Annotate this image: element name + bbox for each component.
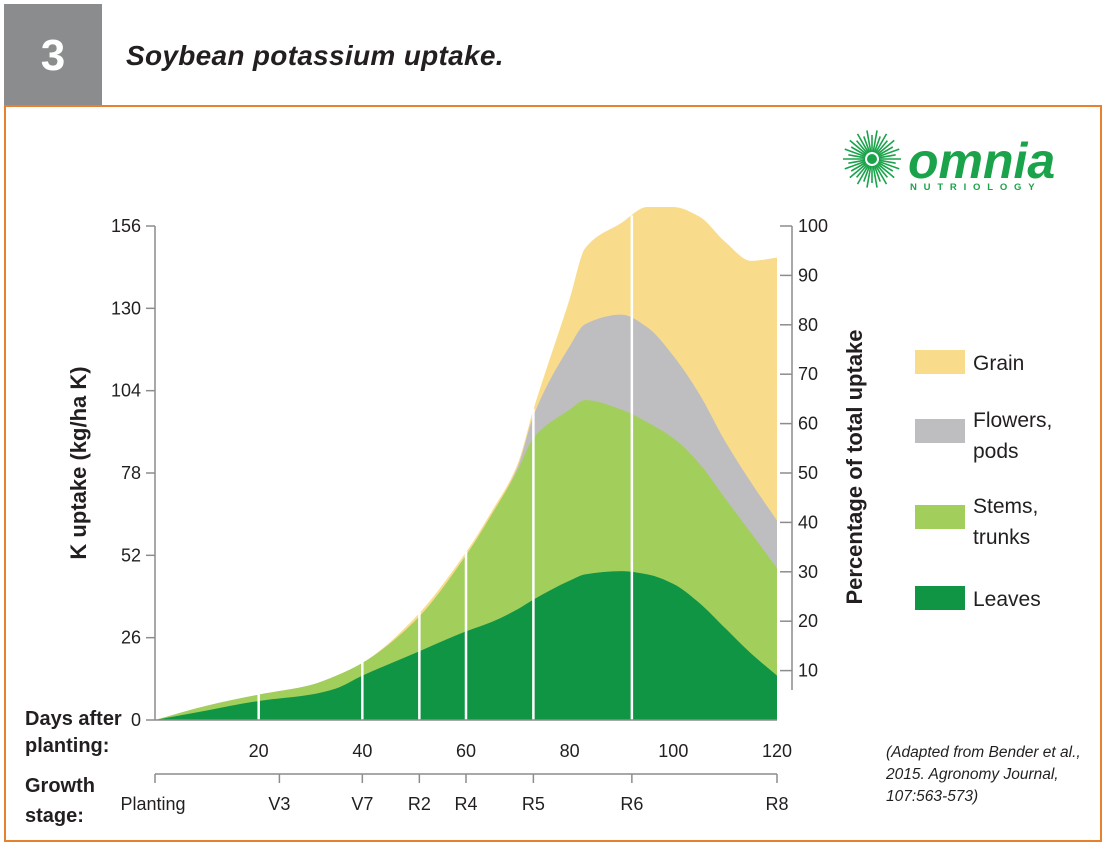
x-tick-label: 80 — [560, 741, 580, 761]
sunburst-ray — [877, 146, 894, 157]
logo-tagline: NUTRIOLOGY — [910, 182, 1041, 193]
y2-tick-label: 80 — [798, 315, 818, 335]
sunburst-ray — [878, 160, 900, 170]
growth-stage-tick-label: Planting — [120, 794, 185, 814]
y-tick-label: 104 — [111, 381, 141, 401]
growth-stage-tick-label: R6 — [620, 794, 643, 814]
sunburst-ray — [848, 159, 866, 164]
x-axis-label-line: planting: — [25, 735, 109, 757]
growth-stage-tick-label: R2 — [408, 794, 431, 814]
omnia-logo: omnia NUTRIOLOGY — [843, 130, 1055, 193]
y2-tick-label: 60 — [798, 414, 818, 434]
logo-wordmark: omnia — [908, 133, 1055, 189]
x-axis-label: Days after planting: — [25, 708, 122, 757]
sunburst-ray — [872, 130, 878, 153]
sunburst-ray — [863, 136, 871, 153]
legend-label: pods — [973, 440, 1019, 463]
y-tick-label: 130 — [111, 298, 141, 318]
sunburst-ray — [856, 164, 870, 185]
y2-tick-label: 70 — [798, 364, 818, 384]
y-tick-label: 26 — [121, 628, 141, 648]
sunburst-ray — [873, 136, 881, 153]
sunburst-ray — [874, 164, 888, 185]
y2-tick-label: 50 — [798, 463, 818, 483]
sunburst-center — [867, 154, 877, 164]
y2-tick-label: 10 — [798, 661, 818, 681]
y2-axis-label: Percentage of total uptake — [842, 329, 867, 604]
y2-tick-label: 40 — [798, 512, 818, 532]
sunburst-ray — [849, 139, 868, 156]
sunburst-ray — [844, 160, 866, 170]
sunburst-ray — [850, 146, 867, 157]
legend-label: Flowers, — [973, 409, 1052, 432]
source-note: (Adapted from Bender et al., 2015. Agron… — [886, 744, 1081, 805]
sunburst-ray — [878, 148, 900, 158]
sunburst-ray — [876, 139, 895, 156]
sunburst-ray — [877, 161, 894, 172]
sunburst-ray — [844, 148, 866, 158]
sunburst-ray — [878, 159, 896, 164]
legend-label: Grain — [973, 352, 1024, 375]
x-tick-label: 20 — [249, 741, 269, 761]
legend-swatch — [915, 505, 965, 529]
growth-stage-label-line: Growth — [25, 775, 95, 797]
sunburst-ray — [848, 154, 866, 159]
growth-stage-label-line: stage: — [25, 805, 84, 827]
growth-stage-tick-label: R5 — [522, 794, 545, 814]
sunburst-ray — [855, 140, 869, 155]
growth-stage-tick-label: R4 — [454, 794, 477, 814]
legend-swatch — [915, 586, 965, 610]
growth-stage-label: Growth stage: — [25, 775, 95, 827]
legend-label: Leaves — [973, 588, 1041, 611]
legend-label: Stems, — [973, 495, 1038, 518]
sunburst-ray — [876, 162, 895, 179]
growth-stage-lines — [257, 215, 634, 720]
figure-title: Soybean potassium uptake. — [126, 40, 504, 71]
figure-number-badge: 3 — [4, 4, 102, 107]
y-axis-label: K uptake (kg/ha K) — [66, 366, 91, 559]
growth-stage-tick-label: V7 — [351, 794, 373, 814]
y-tick-label: 78 — [121, 463, 141, 483]
growth-stage-tick-label: V3 — [268, 794, 290, 814]
sunburst-ray — [850, 161, 867, 172]
x-tick-label: 120 — [762, 741, 792, 761]
y2-tick-label: 20 — [798, 611, 818, 631]
x-tick-label: 40 — [352, 741, 372, 761]
axes: 0 26 52 78 104 130 156 20 40 60 80 100 120 10 20 30 40 50… — [111, 216, 828, 814]
legend-swatch — [915, 350, 965, 374]
sunburst-ray — [866, 165, 872, 188]
sunburst-ray — [872, 165, 878, 188]
y2-tick-label: 100 — [798, 216, 828, 236]
y-tick-label: 52 — [121, 545, 141, 565]
growth-stage-tick-label: R8 — [765, 794, 788, 814]
sunburst-ray — [873, 165, 881, 182]
sunburst-ray — [855, 163, 869, 178]
sunburst-ray — [878, 154, 896, 159]
sunburst-ray — [849, 162, 868, 179]
x-tick-label: 100 — [658, 741, 688, 761]
x-axis-label-line: Days after — [25, 708, 122, 730]
y2-tick-label: 30 — [798, 562, 818, 582]
sunburst-ray — [856, 133, 870, 154]
y-tick-label: 0 — [131, 710, 141, 730]
sunburst-ray — [875, 140, 889, 155]
sunburst-ray — [874, 133, 888, 154]
sunburst-icon — [843, 130, 901, 188]
sunburst-ray — [863, 165, 871, 182]
legend-swatch — [915, 419, 965, 443]
x-tick-label: 60 — [456, 741, 476, 761]
legend-label: trunks — [973, 526, 1030, 549]
legend: Grain Flowers, pods Stems, trunks Leaves — [915, 350, 1052, 611]
sunburst-ray — [875, 163, 889, 178]
y-tick-label: 156 — [111, 216, 141, 236]
y2-tick-label: 90 — [798, 265, 818, 285]
sunburst-ray — [866, 130, 872, 153]
